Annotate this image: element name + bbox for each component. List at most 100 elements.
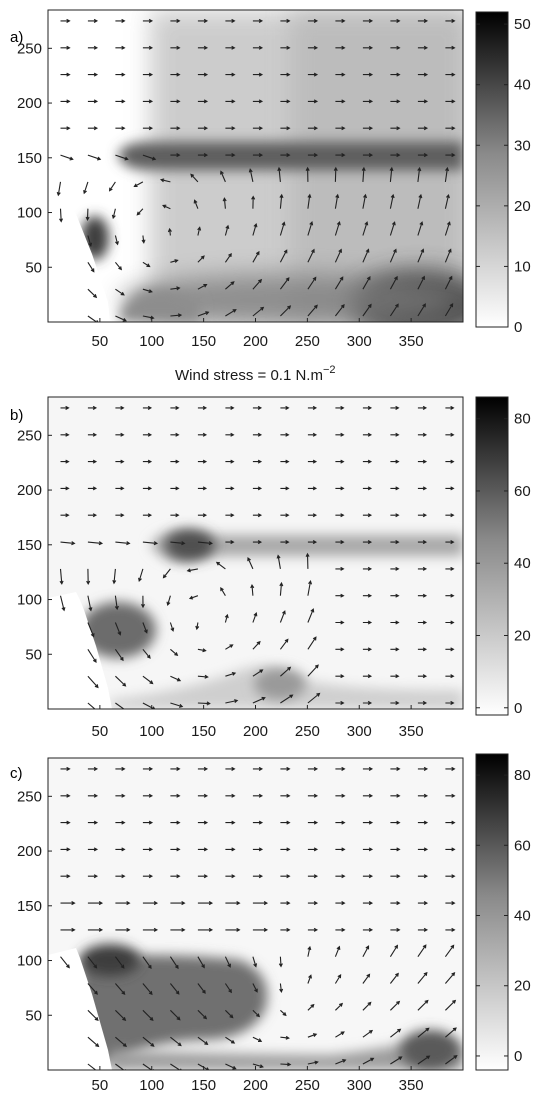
wind-vector-arrow <box>142 1036 155 1047</box>
wind-vector-arrow <box>225 405 235 410</box>
wind-vector-arrow <box>417 971 428 984</box>
wind-vector-arrow <box>190 173 199 183</box>
wind-vector-arrow <box>362 459 373 464</box>
wind-vector-arrow <box>224 613 229 623</box>
wind-vector-arrow <box>252 250 260 263</box>
wind-vector-arrow <box>445 927 456 932</box>
wind-vector-arrow <box>252 874 264 879</box>
wind-vector-arrow <box>115 927 131 932</box>
colorbar-tick-label: 40 <box>514 555 531 572</box>
wind-vector-arrow <box>417 72 429 77</box>
colorbar-tick-label: 60 <box>514 837 531 854</box>
wind-vector-arrow <box>445 540 455 545</box>
wind-vector-arrow <box>362 248 370 263</box>
panel-c-label: c) <box>10 765 23 782</box>
wind-vector-arrow <box>279 581 284 596</box>
wind-vector-arrow <box>56 181 62 197</box>
colorbar-tick-label: 40 <box>514 77 531 94</box>
x-tick-label: 350 <box>399 723 424 740</box>
wind-vector-arrow <box>142 459 153 464</box>
wind-vector-arrow <box>87 513 98 518</box>
panel-c-field <box>48 758 463 1070</box>
wind-vector-arrow <box>170 702 184 708</box>
wind-vector-arrow <box>142 820 154 825</box>
colorbar-tick-label: 80 <box>514 767 531 784</box>
wind-vector-arrow <box>307 513 318 518</box>
wind-vector-arrow <box>115 459 125 464</box>
colorbar-tick-label: 10 <box>514 258 531 275</box>
wind-vector-arrow <box>60 99 71 104</box>
wind-vector-arrow <box>307 126 319 131</box>
wind-vector-arrow <box>390 45 401 50</box>
wind-vector-arrow <box>280 1009 287 1017</box>
wind-vector-arrow <box>335 700 345 705</box>
wind-vector-arrow <box>280 486 290 491</box>
wind-vector-arrow <box>87 235 93 247</box>
x-tick-label: 100 <box>139 333 164 350</box>
wind-vector-arrow <box>169 622 175 632</box>
wind-vector-arrow <box>334 303 345 317</box>
wind-vector-arrow <box>60 541 76 546</box>
y-tick-label: 100 <box>17 592 42 609</box>
wind-vector-arrow <box>60 793 71 798</box>
colorbar-tick-label: 30 <box>514 137 531 154</box>
wind-vector-arrow <box>87 956 98 969</box>
wind-vector-arrow <box>220 170 226 183</box>
wind-vector-arrow <box>280 1062 292 1067</box>
colorbar-tick-label: 0 <box>514 1048 522 1065</box>
wind-vector-arrow <box>170 153 181 158</box>
panel-b-vectors <box>59 405 455 709</box>
wind-vector-arrow <box>335 793 346 798</box>
x-tick-label: 100 <box>139 1077 164 1094</box>
wind-vector-arrow <box>417 486 428 491</box>
wind-vector-arrow <box>444 303 454 317</box>
y-tick-label: 150 <box>17 150 42 167</box>
wind-vector-arrow <box>197 486 208 491</box>
wind-vector-arrow <box>170 286 181 291</box>
wind-vector-arrow <box>86 568 91 586</box>
wind-vector-arrow <box>417 275 425 290</box>
wind-vector-arrow <box>390 674 400 679</box>
wind-vector-arrow <box>362 513 373 518</box>
wind-vector-arrow <box>362 945 370 957</box>
x-tick-label: 50 <box>92 333 109 350</box>
y-tick-label: 200 <box>17 482 42 499</box>
wind-vector-arrow <box>225 432 235 437</box>
wind-vector-arrow <box>445 153 456 158</box>
wind-vector-arrow <box>335 45 346 50</box>
wind-vector-arrow <box>307 945 312 957</box>
wind-vector-arrow <box>417 944 427 958</box>
wind-vector-arrow <box>417 700 428 705</box>
wind-vector-arrow <box>362 405 373 410</box>
wind-vector-arrow <box>445 432 455 437</box>
y-tick-label: 50 <box>25 646 42 663</box>
wind-vector-arrow <box>335 486 345 491</box>
wind-vector-arrow <box>142 847 154 852</box>
wind-vector-arrow <box>225 281 235 290</box>
wind-vector-arrow <box>162 204 171 210</box>
wind-vector-arrow <box>87 927 104 932</box>
wind-vector-arrow <box>225 1036 236 1044</box>
wind-vector-arrow <box>362 766 374 771</box>
panel-b-x-ticks: 50 100 150 200 250 300 350 <box>92 705 424 740</box>
panel-a-field <box>48 10 463 322</box>
wind-vector-arrow <box>335 1002 344 1011</box>
wind-vector-arrow <box>307 99 319 104</box>
x-tick-label: 150 <box>191 333 216 350</box>
wind-vector-arrow <box>252 306 265 317</box>
wind-vector-arrow <box>389 944 399 957</box>
wind-vector-arrow <box>335 540 345 545</box>
panel-a-vectors <box>56 18 456 322</box>
wind-vector-arrow <box>170 1009 181 1021</box>
wind-vector-arrow <box>87 288 98 299</box>
wind-vector-arrow <box>252 126 264 131</box>
wind-vector-arrow <box>225 99 236 104</box>
wind-vector-arrow <box>197 1009 208 1020</box>
wind-vector-arrow <box>417 248 425 263</box>
wind-vector-arrow <box>444 221 451 236</box>
wind-vector-arrow <box>197 874 209 879</box>
wind-vector-arrow <box>87 901 104 906</box>
x-tick-label: 250 <box>295 723 320 740</box>
wind-vector-arrow <box>111 208 116 220</box>
